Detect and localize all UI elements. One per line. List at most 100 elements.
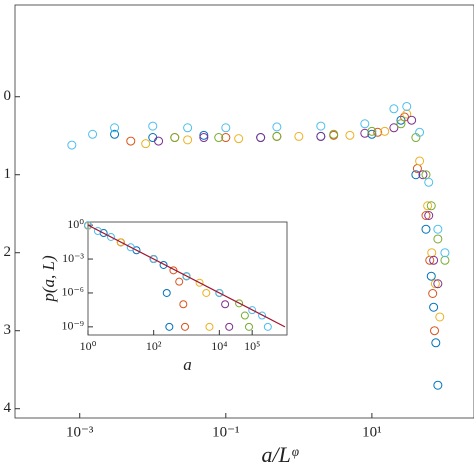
- plot-area: [14, 4, 474, 419]
- point: [431, 338, 441, 348]
- point: [272, 131, 282, 141]
- point: [294, 131, 304, 141]
- point: [433, 279, 443, 289]
- point: [126, 136, 136, 146]
- point: [205, 322, 214, 331]
- y-tick-label: 1: [4, 166, 12, 182]
- y-axis-label: p(a, L): [39, 255, 58, 303]
- point: [415, 156, 425, 166]
- point: [162, 288, 171, 297]
- point: [215, 288, 224, 297]
- x-tick-label: 10⁰: [80, 339, 97, 353]
- point: [424, 177, 434, 187]
- point: [221, 133, 231, 143]
- plot-area: [87, 221, 288, 336]
- point: [367, 129, 377, 139]
- x-axis-label: a/Lᵠ: [261, 442, 298, 467]
- point: [424, 211, 434, 221]
- point: [110, 123, 120, 133]
- y-tick-label: 0: [4, 88, 12, 104]
- point: [429, 255, 439, 265]
- point: [418, 170, 428, 180]
- point: [183, 135, 193, 145]
- point: [380, 126, 390, 136]
- point: [159, 260, 168, 269]
- point: [179, 300, 188, 309]
- point: [110, 129, 120, 139]
- point: [263, 322, 272, 331]
- point: [169, 266, 178, 275]
- point: [149, 255, 158, 264]
- fit-line: [87, 224, 286, 328]
- point: [429, 302, 439, 312]
- point: [141, 139, 151, 149]
- point: [421, 224, 431, 234]
- point: [240, 311, 249, 320]
- x-tick-label: 10¹: [362, 424, 382, 440]
- point: [84, 221, 92, 230]
- y-tick-label: 3: [4, 322, 12, 338]
- point: [202, 288, 211, 297]
- point: [426, 271, 436, 281]
- x-tick-label: 10⁴: [211, 339, 227, 353]
- point: [258, 311, 267, 320]
- y-tick-label: 2: [4, 244, 12, 260]
- point: [430, 279, 440, 289]
- y-tick-label: 10⁻⁹: [61, 319, 84, 333]
- point: [360, 119, 370, 129]
- point: [126, 243, 135, 252]
- x-tick-label: 10⁵: [244, 339, 260, 353]
- point: [221, 123, 231, 133]
- point: [182, 272, 191, 281]
- point: [99, 229, 108, 238]
- point: [93, 227, 102, 236]
- point: [426, 201, 436, 211]
- y-tick-label: 10⁻³: [62, 251, 84, 265]
- point: [234, 134, 244, 144]
- point: [256, 133, 266, 143]
- point: [148, 121, 158, 131]
- point: [367, 126, 377, 136]
- point: [244, 322, 253, 331]
- point: [67, 140, 77, 150]
- point: [415, 127, 425, 137]
- point: [116, 238, 125, 247]
- point: [433, 224, 443, 234]
- point: [433, 234, 443, 244]
- point: [88, 129, 98, 139]
- point: [373, 127, 383, 137]
- point: [170, 133, 180, 143]
- point: [423, 201, 433, 211]
- point: [440, 248, 450, 258]
- x-tick-label: 10⁻³: [66, 424, 94, 440]
- point: [214, 133, 224, 143]
- point: [411, 170, 421, 180]
- x-tick-label: 10⁻¹: [212, 424, 239, 440]
- y-tick-label: 4: [4, 400, 12, 416]
- point: [221, 300, 230, 309]
- point: [235, 299, 244, 308]
- point: [181, 322, 190, 331]
- point: [106, 232, 115, 241]
- point: [389, 123, 399, 133]
- point: [316, 121, 326, 131]
- point: [199, 130, 209, 140]
- point: [389, 104, 399, 114]
- point: [272, 122, 282, 132]
- point: [407, 115, 417, 125]
- point: [175, 277, 184, 286]
- point: [360, 128, 370, 138]
- point: [316, 131, 326, 141]
- point: [402, 101, 412, 111]
- point: [225, 322, 234, 331]
- point: [396, 119, 406, 129]
- point: [345, 130, 355, 140]
- point: [248, 306, 257, 315]
- x-tick-label: 10²: [146, 339, 162, 353]
- point: [433, 380, 443, 390]
- point: [421, 170, 431, 180]
- point: [430, 326, 440, 336]
- point: [154, 136, 164, 146]
- point: [165, 322, 174, 331]
